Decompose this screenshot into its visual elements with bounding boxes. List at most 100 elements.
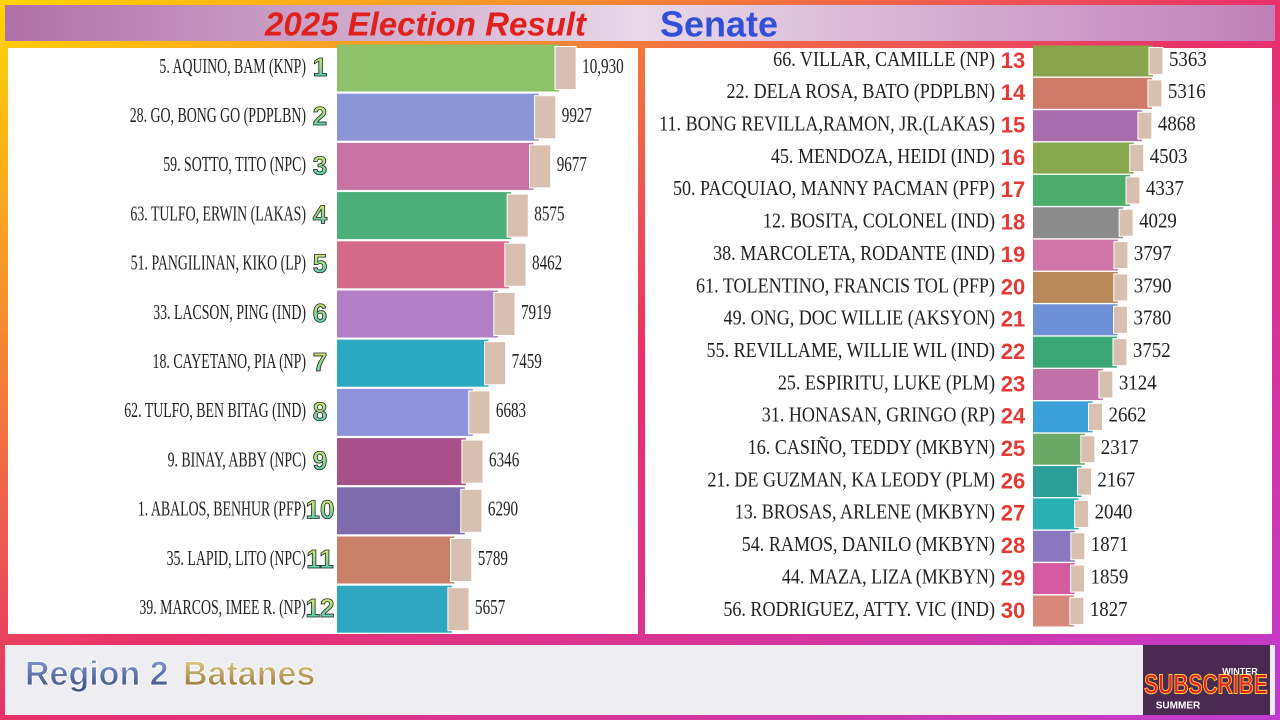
photo <box>1069 596 1085 625</box>
photo <box>1125 176 1141 205</box>
candidate-label: 21. DE GUZMAN, KA LEODY (PLM) <box>707 469 995 492</box>
value-label: 9927 <box>562 104 592 127</box>
rank: 1 <box>313 52 327 82</box>
rank: 26 <box>1001 468 1025 493</box>
value-label: 3752 <box>1133 339 1171 362</box>
rank: 8 <box>313 396 327 426</box>
value-label: 2040 <box>1095 501 1133 524</box>
value-label: 2662 <box>1109 404 1147 427</box>
photo <box>1118 208 1134 237</box>
photo <box>1148 47 1164 75</box>
rank: 21 <box>1001 307 1025 332</box>
candidate-label: 49. ONG, DOC WILLIE (AKSYON) <box>724 307 995 330</box>
bar <box>1033 433 1085 465</box>
value-label: 4029 <box>1139 210 1177 233</box>
candidate-label: 45. MENDOZA, HEIDI (IND) <box>771 146 995 169</box>
rank: 14 <box>1001 80 1026 105</box>
value-label: 5316 <box>1168 80 1206 103</box>
value-label: 3780 <box>1134 307 1172 330</box>
rank: 11 <box>306 544 334 574</box>
rank: 3 <box>313 150 327 180</box>
rank: 6 <box>313 298 327 328</box>
bar <box>1033 304 1118 336</box>
candidate-label: 11. BONG REVILLA,RAMON, JR.(LAKAS) <box>659 113 995 136</box>
bar <box>1033 207 1124 239</box>
bar <box>1033 530 1075 562</box>
subtitle: Senate <box>660 4 778 45</box>
rank: 27 <box>1001 501 1025 526</box>
bar <box>337 290 498 338</box>
value-label: 1859 <box>1091 566 1129 589</box>
value-label: 3124 <box>1119 371 1157 394</box>
rank: 7 <box>313 347 327 377</box>
rank: 15 <box>1001 113 1025 138</box>
photo <box>461 439 484 484</box>
rank: 18 <box>1001 210 1025 235</box>
value-label: 5363 <box>1169 48 1207 71</box>
candidate-label: 59. SOTTO, TITO (NPC) <box>163 152 306 177</box>
candidate-label: 31. HONASAN, GRINGO (RP) <box>762 405 995 428</box>
photo <box>450 538 473 582</box>
photo <box>493 292 516 336</box>
candidate-label: 61. TOLENTINO, FRANCIS TOL (PFP) <box>696 275 995 298</box>
candidate-label: 39. MARCOS, IMEE R. (NP) <box>139 595 306 620</box>
value-label: 9677 <box>557 153 587 176</box>
bar <box>1033 369 1103 400</box>
candidate-label: 1. ABALOS, BENHUR (PFP) <box>138 497 306 522</box>
candidate-label: 12. BOSITA, COLONEL (IND) <box>763 210 995 233</box>
photo <box>468 390 491 435</box>
bar <box>1033 142 1134 174</box>
candidate-label: 35. LAPID, LITO (NPC) <box>167 546 306 571</box>
candidate-label: 44. MAZA, LIZA (MKBYN) <box>782 566 995 589</box>
bar <box>1033 498 1079 530</box>
bar <box>1033 45 1153 77</box>
candidate-label: 63. TULFO, ERWIN (LAKAS) <box>130 202 306 227</box>
value-label: 3790 <box>1134 274 1172 297</box>
rank: 20 <box>1001 274 1025 299</box>
photo <box>1113 273 1129 302</box>
rank: 16 <box>1001 145 1025 170</box>
bar <box>337 585 452 633</box>
photo <box>1147 79 1163 108</box>
photo <box>1074 499 1090 528</box>
value-label: 1827 <box>1090 598 1128 621</box>
value-label: 6290 <box>488 497 518 520</box>
photo <box>554 46 577 90</box>
value-label: 8575 <box>534 202 564 225</box>
bar <box>337 536 455 584</box>
rank: 30 <box>1001 598 1025 623</box>
candidate-label: 16. CASIÑO, TEDDY (MKBYN) <box>748 436 995 460</box>
value-label: 2317 <box>1101 436 1139 459</box>
photo <box>1129 144 1145 173</box>
value-label: 6683 <box>496 399 526 422</box>
photo <box>504 242 527 287</box>
photo <box>484 341 507 386</box>
header-band <box>5 5 1275 41</box>
photo <box>1137 111 1153 140</box>
bar <box>1033 271 1118 303</box>
rank: 4 <box>313 199 328 229</box>
value-label: 7459 <box>512 350 542 373</box>
badge-left: SUMMER <box>1156 701 1201 712</box>
bar <box>337 487 465 535</box>
value-label: 4503 <box>1150 145 1188 168</box>
bar <box>1033 77 1152 109</box>
value-label: 6346 <box>489 448 519 471</box>
photo <box>1113 241 1129 270</box>
bar <box>337 142 534 190</box>
value-label: 10,930 <box>582 54 624 77</box>
rank: 5 <box>313 249 327 279</box>
value-label: 5789 <box>478 546 508 569</box>
badge-text: SUBSCRIBE <box>1144 670 1268 701</box>
bar <box>337 241 509 289</box>
bar <box>1033 239 1118 271</box>
bar <box>1033 595 1074 627</box>
bar <box>1033 336 1117 368</box>
bar <box>1033 110 1142 142</box>
bar <box>1033 563 1075 595</box>
candidate-label: 54. RAMOS, DANILO (MKBYN) <box>742 534 995 557</box>
title: 2025 Election Result <box>264 6 588 43</box>
candidate-label: 18. CAYETANO, PIA (NP) <box>153 349 307 374</box>
candidate-label: 9. BINAY, ABBY (NPC) <box>168 448 306 473</box>
rank: 19 <box>1001 242 1025 267</box>
